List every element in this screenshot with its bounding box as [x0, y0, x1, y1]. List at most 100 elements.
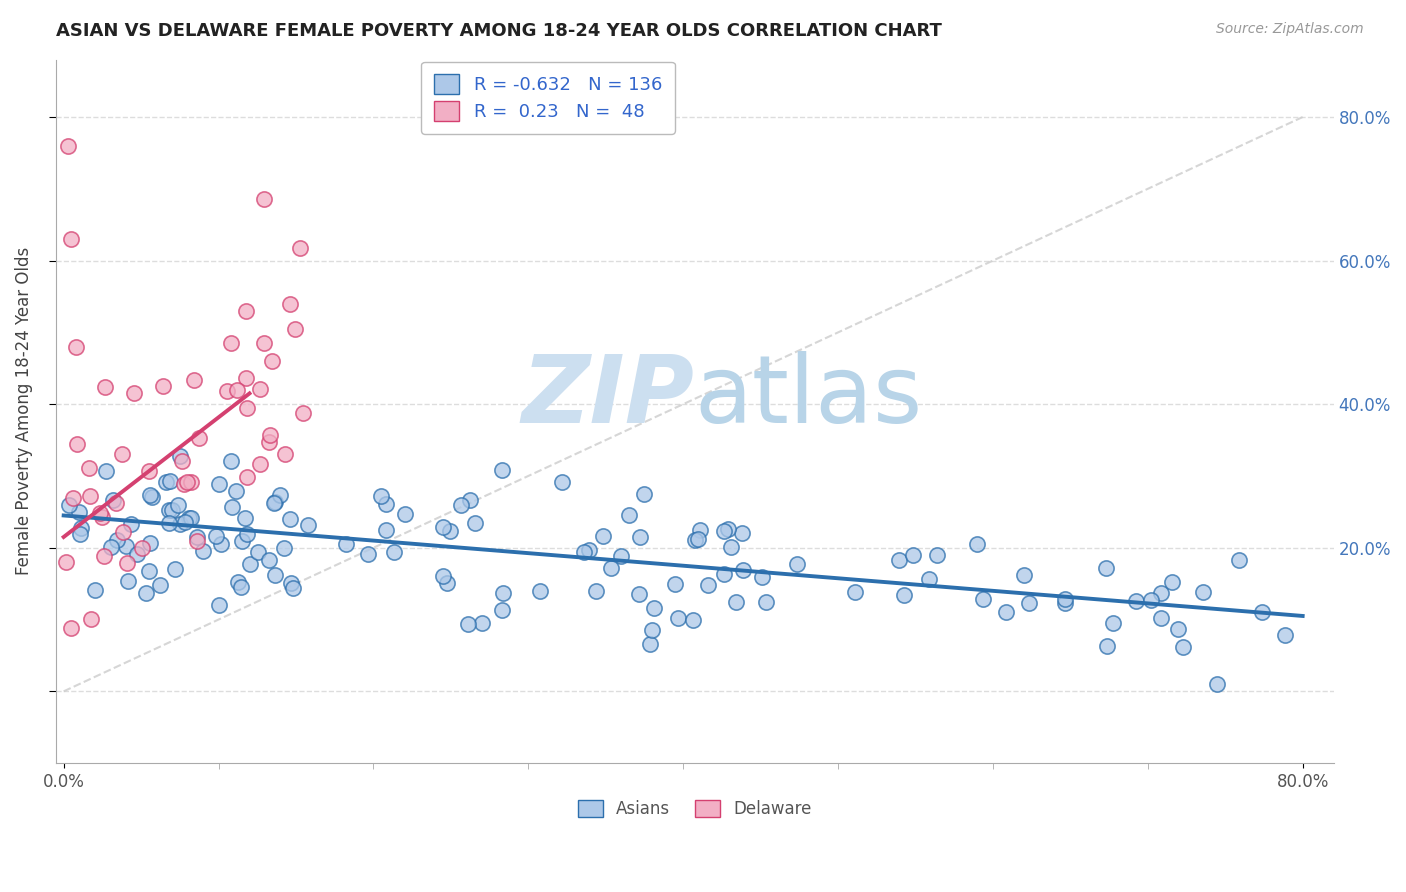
Point: [257, 552, 280, 566]
Point: [183, 373, 205, 387]
Point: [574, 545, 596, 559]
Point: [432, 569, 454, 583]
Point: [62, 491, 84, 505]
Point: [177, 511, 200, 525]
Point: [93, 380, 115, 394]
Point: [166, 498, 188, 512]
Point: [176, 475, 198, 490]
Text: atlas: atlas: [695, 351, 922, 443]
Point: [627, 587, 650, 601]
Point: [149, 577, 172, 591]
Point: [893, 589, 915, 603]
Point: [1053, 597, 1076, 611]
Point: [188, 431, 211, 445]
Point: [111, 447, 134, 461]
Point: [105, 495, 128, 509]
Point: [619, 508, 641, 522]
Point: [100, 541, 122, 555]
Point: [1251, 605, 1274, 619]
Point: [89, 506, 111, 520]
Point: [65, 437, 87, 451]
Point: [370, 489, 392, 503]
Point: [219, 335, 242, 350]
Point: [592, 529, 614, 543]
Point: [115, 557, 138, 571]
Point: [79, 490, 101, 504]
Point: [291, 406, 314, 420]
Point: [65, 340, 87, 354]
Point: [138, 488, 160, 502]
Point: [917, 572, 939, 586]
Point: [58, 498, 80, 512]
Point: [844, 585, 866, 599]
Point: [226, 575, 249, 590]
Legend: Asians, Delaware: Asians, Delaware: [571, 794, 818, 825]
Point: [105, 533, 128, 548]
Point: [375, 497, 398, 511]
Point: [157, 502, 180, 516]
Point: [264, 495, 287, 509]
Point: [713, 567, 735, 582]
Point: [236, 401, 259, 415]
Point: [117, 574, 139, 589]
Point: [450, 498, 472, 512]
Point: [335, 536, 357, 550]
Point: [689, 523, 711, 537]
Point: [157, 516, 180, 531]
Point: [966, 537, 988, 551]
Point: [141, 491, 163, 505]
Point: [80, 612, 103, 626]
Point: [297, 517, 319, 532]
Point: [1018, 596, 1040, 610]
Point: [180, 510, 202, 524]
Point: [69, 526, 91, 541]
Point: [138, 565, 160, 579]
Point: [115, 539, 138, 553]
Point: [186, 533, 208, 548]
Point: [120, 516, 142, 531]
Point: [280, 575, 302, 590]
Point: [55, 556, 77, 570]
Point: [1094, 561, 1116, 575]
Point: [491, 462, 513, 476]
Point: [713, 524, 735, 538]
Point: [1125, 594, 1147, 608]
Point: [585, 583, 607, 598]
Point: [972, 591, 994, 606]
Point: [633, 487, 655, 501]
Point: [219, 454, 242, 468]
Point: [664, 577, 686, 591]
Point: [439, 524, 461, 538]
Point: [641, 623, 664, 637]
Point: [263, 495, 285, 509]
Point: [60, 232, 83, 246]
Y-axis label: Female Poverty Among 18-24 Year Olds: Female Poverty Among 18-24 Year Olds: [15, 247, 32, 575]
Point: [578, 543, 600, 558]
Point: [125, 547, 148, 561]
Point: [686, 532, 709, 546]
Point: [83, 583, 105, 598]
Point: [432, 520, 454, 534]
Point: [529, 584, 551, 599]
Point: [492, 586, 515, 600]
Point: [247, 544, 270, 558]
Point: [1171, 640, 1194, 655]
Point: [394, 508, 416, 522]
Point: [927, 548, 949, 562]
Point: [180, 475, 202, 489]
Point: [458, 493, 481, 508]
Point: [903, 549, 925, 563]
Point: [725, 595, 748, 609]
Point: [384, 545, 406, 559]
Point: [609, 549, 631, 563]
Point: [1150, 585, 1173, 599]
Point: [235, 303, 257, 318]
Point: [436, 576, 458, 591]
Point: [263, 568, 285, 582]
Point: [1150, 611, 1173, 625]
Point: [643, 601, 665, 615]
Text: ZIP: ZIP: [522, 351, 695, 443]
Point: [1102, 616, 1125, 631]
Point: [131, 541, 153, 556]
Point: [1167, 622, 1189, 636]
